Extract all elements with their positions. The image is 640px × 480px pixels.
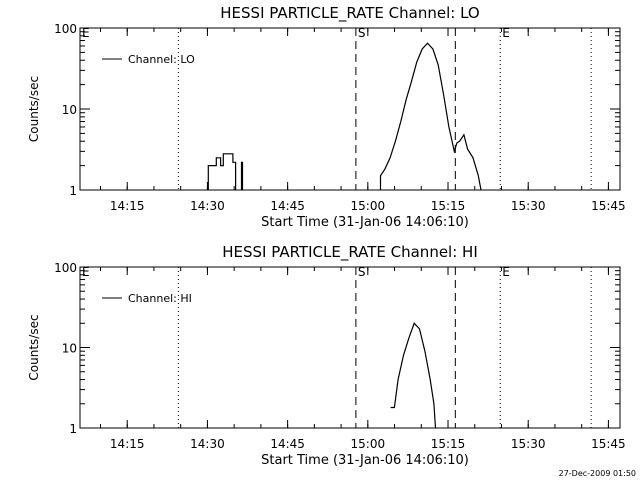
x-tick-label: 15:00 — [351, 437, 386, 451]
y-axis-label: Counts/sec — [27, 76, 41, 142]
x-tick-label: 14:15 — [110, 199, 145, 213]
legend-label: Channel: HI — [128, 292, 192, 305]
x-tick-label: 14:30 — [190, 199, 225, 213]
event-marker-label: E — [82, 265, 90, 279]
x-tick-label: 14:45 — [270, 437, 305, 451]
x-axis-label: Start Time (31-Jan-06 14:06:10) — [261, 453, 469, 468]
y-tick-label: 1 — [69, 184, 77, 198]
event-marker-label: S — [358, 265, 366, 279]
x-tick-label: 15:45 — [591, 199, 626, 213]
y-tick-label: 1 — [69, 422, 77, 436]
event-marker-label: S — [358, 26, 366, 40]
y-tick-label: 100 — [54, 22, 77, 36]
panel-lo: HESSI PARTICLE_RATE Channel: LO Start Tim… — [27, 4, 626, 230]
y-tick-label: 10 — [62, 342, 77, 356]
y-tick-label: 100 — [54, 261, 77, 275]
footer-timestamp: 27-Dec-2009 01:50 — [559, 469, 636, 478]
x-tick-label: 15:30 — [511, 437, 546, 451]
chart-title: HESSI PARTICLE_RATE Channel: HI — [222, 243, 478, 262]
event-marker-label: E — [82, 26, 90, 40]
event-marker-label: E — [502, 26, 510, 40]
x-tick-label: 15:15 — [431, 437, 466, 451]
legend-label: Channel: LO — [128, 53, 195, 66]
x-tick-label: 15:00 — [351, 199, 386, 213]
x-tick-label: 15:15 — [431, 199, 466, 213]
x-tick-label: 14:30 — [190, 437, 225, 451]
chart-title: HESSI PARTICLE_RATE Channel: LO — [220, 4, 479, 23]
panel-hi: HESSI PARTICLE_RATE Channel: HI Start Tim… — [27, 243, 626, 468]
series-line — [390, 322, 437, 429]
y-axis-label: Counts/sec — [27, 314, 41, 380]
event-marker-label: E — [502, 265, 510, 279]
x-tick-label: 14:45 — [270, 199, 305, 213]
x-tick-label: 15:30 — [511, 199, 546, 213]
x-axis-label: Start Time (31-Jan-06 14:06:10) — [261, 215, 469, 230]
series-line — [379, 42, 482, 191]
x-tick-label: 15:45 — [591, 437, 626, 451]
x-tick-label: 14:15 — [110, 437, 145, 451]
series-line — [240, 161, 244, 190]
series-line — [207, 153, 237, 190]
y-tick-label: 10 — [62, 103, 77, 117]
